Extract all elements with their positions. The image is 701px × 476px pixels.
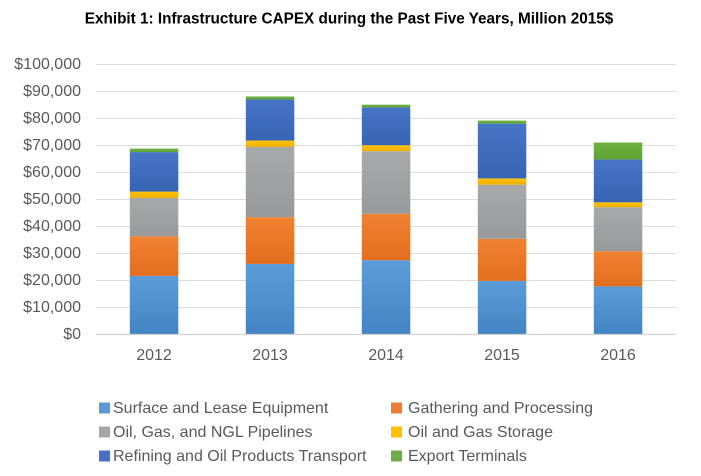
svg-text:2016: 2016: [600, 347, 636, 364]
svg-text:$0: $0: [63, 326, 81, 343]
svg-text:Oil and Gas Storage: Oil and Gas Storage: [408, 424, 553, 441]
svg-text:$50,000: $50,000: [23, 191, 81, 208]
svg-text:$20,000: $20,000: [23, 272, 81, 289]
svg-text:2012: 2012: [136, 347, 172, 364]
svg-text:$30,000: $30,000: [23, 245, 81, 262]
svg-text:2013: 2013: [252, 347, 288, 364]
svg-text:2015: 2015: [484, 347, 520, 364]
svg-text:$90,000: $90,000: [23, 83, 81, 100]
svg-text:Export Terminals: Export Terminals: [408, 448, 527, 465]
svg-text:Surface and Lease Equipment: Surface and Lease Equipment: [113, 400, 329, 417]
svg-text:Oil, Gas, and NGL Pipelines: Oil, Gas, and NGL Pipelines: [113, 424, 313, 441]
svg-text:Refining and Oil Products Tran: Refining and Oil Products Transport: [113, 448, 367, 465]
svg-text:$60,000: $60,000: [23, 164, 81, 181]
svg-text:2014: 2014: [368, 347, 404, 364]
svg-text:$40,000: $40,000: [23, 218, 81, 235]
svg-text:Exhibit 1: Infrastructure CAPE: Exhibit 1: Infrastructure CAPEX during t…: [85, 11, 614, 28]
svg-text:$80,000: $80,000: [23, 110, 81, 127]
svg-text:$10,000: $10,000: [23, 299, 81, 316]
svg-text:Gathering and Processing: Gathering and Processing: [408, 400, 593, 417]
svg-text:$100,000: $100,000: [14, 56, 81, 73]
svg-text:$70,000: $70,000: [23, 137, 81, 154]
